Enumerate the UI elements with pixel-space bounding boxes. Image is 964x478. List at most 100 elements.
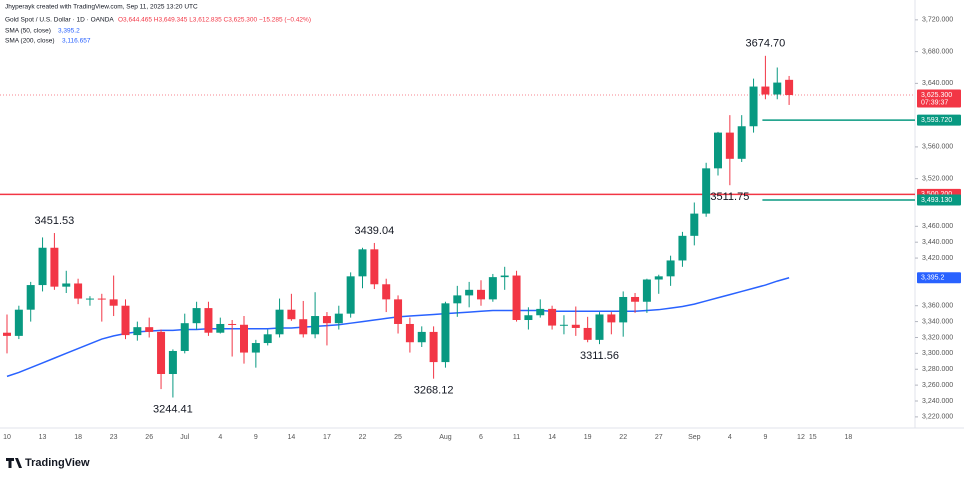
x-tick-label: 26 (145, 434, 153, 441)
indicator-value: 3,395.2 (58, 28, 80, 35)
candle-body (346, 276, 355, 314)
candle-body (287, 309, 296, 320)
candle-body (322, 316, 331, 324)
candle-body (607, 314, 616, 323)
price-tag-label: 3,493.130 (921, 197, 952, 204)
candle-body (405, 323, 414, 343)
candle-body (714, 132, 722, 169)
candle-body (536, 308, 545, 316)
candle-body (465, 289, 474, 296)
candle-body (168, 350, 177, 375)
candle-body (74, 283, 83, 299)
price-tag (917, 114, 961, 126)
x-tick-label: 14 (548, 434, 556, 441)
y-tick-label: 3,280.000 (922, 366, 953, 373)
ohlc: O3,644.465 H3,649.345 L3,612.835 C3,625.… (118, 17, 311, 24)
candle-body (595, 314, 604, 340)
x-tick-label: 23 (110, 434, 118, 441)
annotation: 3244.41 (153, 403, 193, 415)
y-tick-label: 3,640.000 (922, 80, 953, 87)
candle-body (382, 284, 391, 300)
candle-body (749, 86, 758, 127)
x-tick-label: 17 (323, 434, 331, 441)
x-tick-label: 13 (39, 434, 47, 441)
y-tick-label: 3,300.000 (922, 350, 953, 357)
y-tick-label: 3,560.000 (922, 144, 953, 151)
candle-body (3, 332, 11, 336)
candle-body (121, 305, 130, 336)
x-tick-label: 6 (479, 434, 483, 441)
candle-body (358, 249, 367, 277)
credit: Jhyperayk created with TradingView.com, … (5, 4, 198, 11)
candle-body (417, 331, 426, 343)
indicator-name: SMA (50, close) (5, 28, 51, 35)
indicator-value: 3,116.657 (62, 38, 91, 45)
price-tag-label: 3,625.300 (921, 92, 952, 99)
x-tick-label: 25 (394, 434, 402, 441)
candle-body (690, 213, 699, 236)
candle-body (26, 285, 35, 310)
candle-body (702, 168, 711, 214)
price-tag-label: 3,593.720 (921, 117, 952, 124)
candle-body (488, 277, 497, 300)
y-tick-label: 3,240.000 (922, 398, 953, 405)
x-tick-label: 22 (619, 434, 627, 441)
annotation: 3311.56 (580, 350, 619, 362)
candle-body (429, 331, 438, 363)
brand: TradingView (25, 457, 90, 469)
candle-body (453, 295, 462, 304)
annotation: 3268.12 (414, 385, 454, 397)
annotation: 3451.53 (35, 215, 75, 227)
x-tick-label: Sep (688, 434, 701, 441)
candle-body (666, 260, 675, 277)
candle-body (571, 324, 580, 328)
price-countdown: 07:39:37 (921, 99, 948, 106)
x-tick-label: 4 (728, 434, 732, 441)
candle-body (240, 324, 248, 353)
candle-body (62, 283, 71, 287)
candle-body (109, 299, 118, 306)
candle-body (394, 299, 403, 324)
candle-body (631, 296, 640, 302)
y-tick-label: 3,440.000 (922, 239, 953, 246)
candle-body (192, 308, 201, 324)
candle-body (14, 309, 23, 336)
y-tick-label: 3,340.000 (922, 318, 953, 325)
x-tick-label: 12 (797, 434, 805, 441)
candle-body (477, 289, 485, 300)
candle-body (133, 327, 142, 336)
candle-body (275, 309, 284, 335)
candle-body (512, 275, 521, 321)
y-tick-label: 3,260.000 (922, 382, 953, 389)
x-tick-label: 9 (763, 434, 767, 441)
candle-body (85, 298, 94, 300)
candle-body (370, 249, 379, 285)
candle-body (583, 327, 592, 340)
candle-body (773, 82, 782, 95)
candle-body (216, 323, 225, 333)
x-tick-label: 22 (359, 434, 367, 441)
candle-body (180, 323, 189, 351)
candle-body (251, 343, 260, 353)
annotation: 3439.04 (354, 225, 394, 237)
annotation: 3511.75 (710, 191, 749, 203)
candle-body (500, 275, 509, 278)
candle-body (761, 86, 770, 95)
candle-body (204, 308, 213, 333)
candle-body (548, 308, 557, 326)
brand-logo (6, 458, 22, 468)
y-tick-label: 3,320.000 (922, 334, 953, 341)
price-tag (917, 89, 961, 108)
y-tick-label: 3,720.000 (922, 17, 953, 24)
candle-body (441, 303, 450, 363)
price-tag (917, 194, 961, 206)
candle-body (737, 126, 746, 159)
candle-body (725, 132, 734, 159)
candle-body (50, 247, 59, 287)
y-tick-label: 3,360.000 (922, 303, 953, 310)
x-tick-label: 15 (809, 434, 817, 441)
candle-body (334, 313, 343, 324)
candle-body (524, 315, 533, 321)
candle-body (97, 298, 106, 300)
